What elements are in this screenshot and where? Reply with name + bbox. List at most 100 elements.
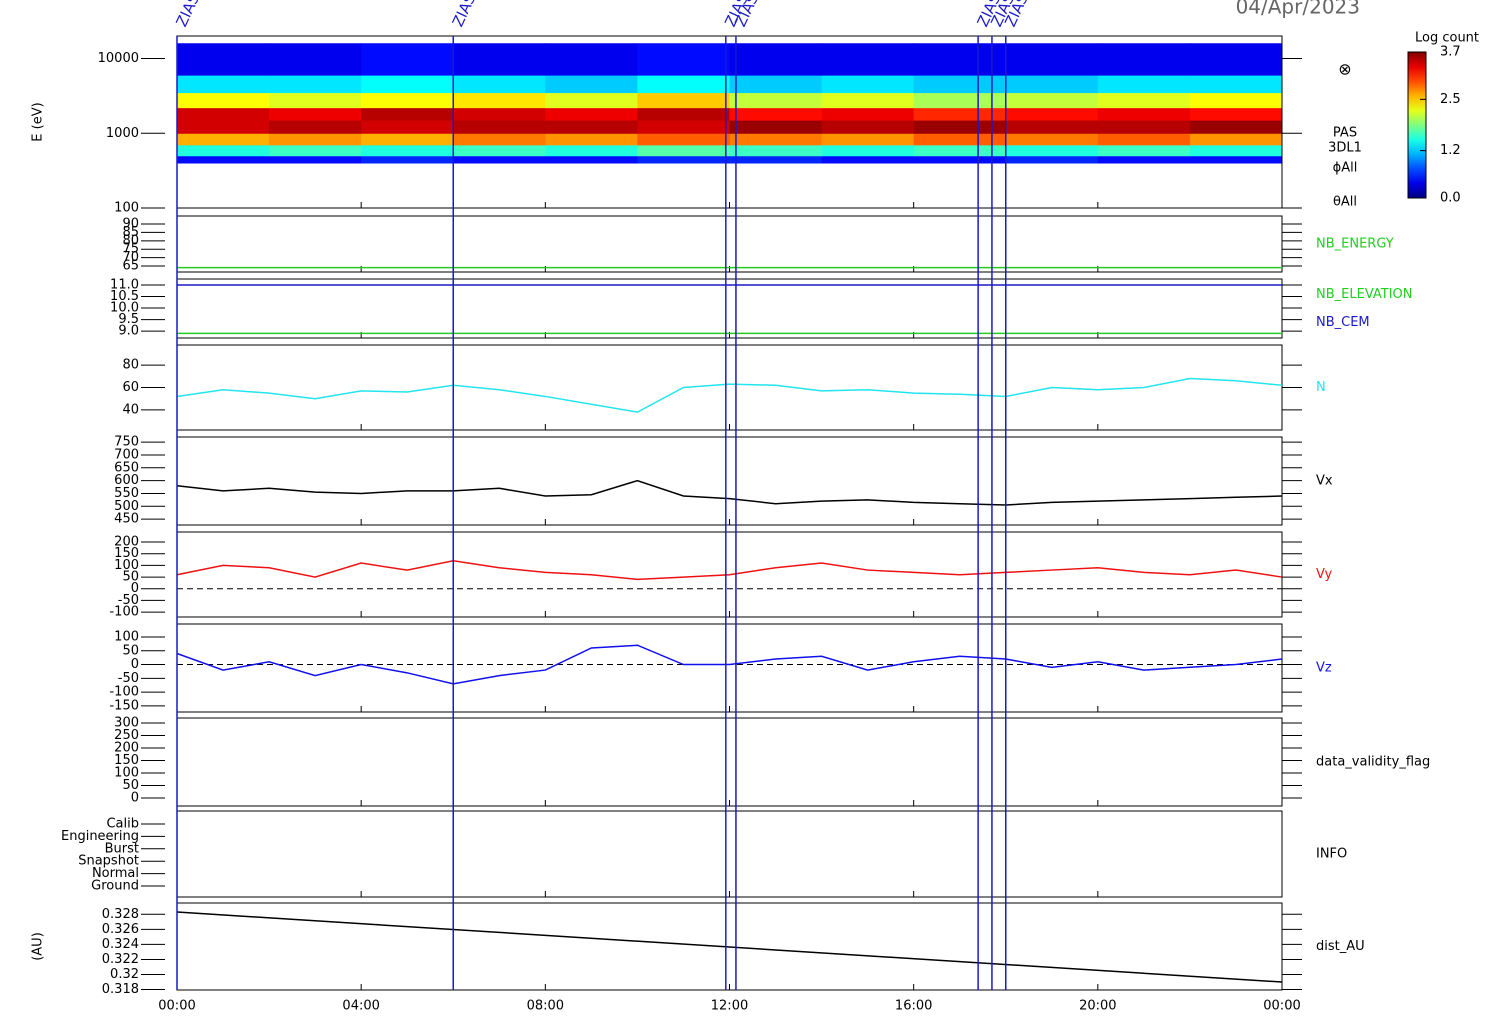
heat-cell [177, 107, 270, 121]
heat-cell [545, 75, 638, 94]
event-label: ZIAS [172, 0, 203, 30]
y-category-label: Snapshot [78, 854, 139, 869]
heat-cell [545, 107, 638, 121]
heat-cell [545, 43, 638, 76]
heat-cell [545, 92, 638, 109]
heat-cell [1097, 133, 1191, 146]
y-axis-label: E (eV) [31, 102, 46, 141]
y-tick-label: 100 [114, 766, 139, 781]
heat-cell [1189, 155, 1283, 164]
heat-cell [177, 75, 270, 94]
y-tick-label: 0.32 [110, 967, 139, 982]
heat-cell [821, 120, 915, 134]
series-line [176, 479, 1283, 506]
y-tick-label: 0.318 [102, 982, 139, 997]
heat-cell [1005, 75, 1099, 94]
y-category-label: Engineering [61, 829, 139, 844]
heat-cell [821, 155, 915, 164]
series-line [176, 644, 1283, 685]
y-tick-label: 0.326 [102, 922, 139, 937]
y-tick-label: -50 [118, 593, 139, 608]
heat-cell [453, 92, 546, 109]
heat-cell [637, 43, 730, 76]
symbol: ⊗ [1338, 60, 1351, 79]
series-label: dist_AU [1316, 939, 1365, 954]
heat-cell [729, 120, 823, 134]
y-tick-label: 750 [114, 435, 139, 450]
y-category-label: Normal [92, 866, 139, 881]
heat-cell [1097, 92, 1191, 109]
heat-cell [913, 133, 1007, 146]
heat-cell [1189, 144, 1283, 157]
heat-cell [729, 155, 823, 164]
colorbar-tick-label: 2.5 [1440, 92, 1461, 107]
heat-cell [1005, 107, 1099, 121]
heat-cell [913, 107, 1007, 121]
y-category-label: Calib [106, 817, 139, 832]
heat-cell [269, 92, 362, 109]
series-label: NB_ELEVATION [1316, 287, 1413, 302]
series-label: Vx [1316, 474, 1333, 489]
y-tick-label: 0 [131, 657, 139, 672]
y-tick-label: 60 [122, 380, 139, 395]
colorbar-tick-label: 3.7 [1440, 45, 1461, 60]
y-tick-label: 75 [122, 242, 139, 257]
heat-cell [177, 155, 270, 164]
y-tick-label: 0.328 [102, 907, 139, 922]
heat-cell [637, 107, 730, 121]
right-label: θAll [1333, 195, 1357, 210]
heat-cell [1097, 107, 1191, 121]
heat-cell [269, 43, 362, 76]
y-tick-label: 70 [122, 250, 139, 265]
y-tick-label: 11.0 [110, 277, 139, 292]
heat-cell [913, 43, 1007, 76]
x-tick-label: 16:00 [895, 999, 932, 1014]
heat-cell [1097, 75, 1191, 94]
heat-cell [821, 144, 915, 157]
y-tick-label: 100 [114, 201, 139, 216]
right-label: PAS [1333, 126, 1357, 141]
y-category-label: Burst [105, 841, 139, 856]
heat-cell [269, 144, 362, 157]
heat-cell [269, 155, 362, 164]
y-tick-label: 300 [114, 716, 139, 731]
heat-cell [821, 107, 915, 121]
y-tick-label: 50 [122, 570, 139, 585]
y-category-label: Ground [91, 879, 139, 894]
heat-cell [913, 144, 1007, 157]
heat-cell [913, 92, 1007, 109]
heat-cell [1189, 43, 1283, 76]
y-tick-label: -100 [109, 605, 139, 620]
panel-frame [176, 623, 1283, 713]
y-tick-label: 100 [114, 629, 139, 644]
heat-cell [177, 92, 270, 109]
y-tick-label: 10000 [98, 51, 139, 66]
heat-cell [1189, 92, 1283, 109]
heat-cell [729, 133, 823, 146]
x-tick-label: 20:00 [1079, 999, 1116, 1014]
series-label: N [1316, 380, 1326, 395]
heat-cell [453, 120, 546, 134]
heat-cell [1189, 107, 1283, 121]
date-label: 04/Apr/2023 [1236, 0, 1360, 19]
heat-cell [545, 133, 638, 146]
y-tick-label: 10.5 [110, 289, 139, 304]
y-tick-label: 40 [122, 402, 139, 417]
colorbar-tick-label: 1.2 [1440, 143, 1461, 158]
heat-cell [269, 107, 362, 121]
heat-cell [637, 92, 730, 109]
y-tick-label: 0.324 [102, 937, 139, 952]
panel-frame [176, 717, 1283, 807]
x-tick-label: 00:00 [158, 999, 195, 1014]
heat-cell [821, 92, 915, 109]
heat-cell [177, 144, 270, 157]
heat-cell [821, 75, 915, 94]
heat-cell [1097, 144, 1191, 157]
y-tick-label: 9.0 [118, 324, 139, 339]
colorbar-tick-label: 0.0 [1440, 191, 1461, 206]
heat-cell [361, 120, 454, 134]
y-tick-label: 200 [114, 741, 139, 756]
right-label: ϕAll [1333, 161, 1358, 176]
